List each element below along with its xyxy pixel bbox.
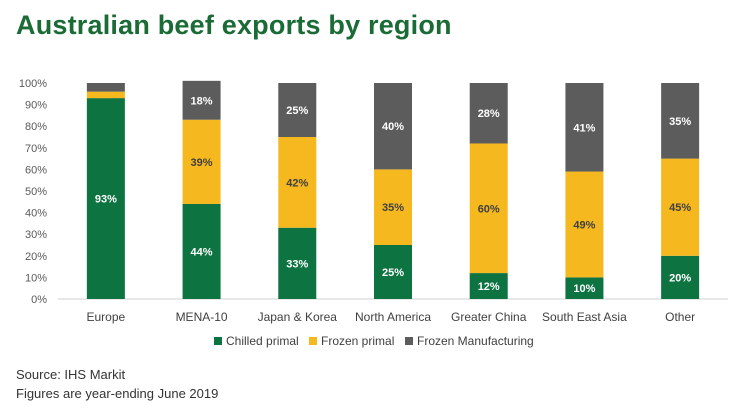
y-tick-label: 40% xyxy=(25,208,47,220)
data-label: 93% xyxy=(95,194,117,206)
data-label: 18% xyxy=(191,95,213,107)
data-label: 12% xyxy=(478,281,500,293)
bar-segment xyxy=(374,83,412,170)
bar-segment xyxy=(86,98,125,300)
bar-segment xyxy=(469,83,508,144)
data-label: 44% xyxy=(191,246,213,258)
bar-segment xyxy=(278,83,317,137)
bar-segment xyxy=(374,169,412,245)
y-tick-label: 10% xyxy=(25,272,47,284)
x-tick-label: MENA-10 xyxy=(176,310,228,324)
legend-label: Frozen Manufacturing xyxy=(417,334,534,348)
data-label: 49% xyxy=(573,219,595,231)
bar-segment xyxy=(182,203,221,299)
y-tick-label: 60% xyxy=(25,164,47,176)
data-label: 28% xyxy=(478,108,500,120)
data-label: 25% xyxy=(382,267,404,279)
x-tick-label: Other xyxy=(665,310,695,324)
y-tick-label: 30% xyxy=(25,229,47,241)
data-label: 10% xyxy=(573,283,595,295)
data-label: 20% xyxy=(669,272,691,284)
x-tick-label: South East Asia xyxy=(542,310,627,324)
data-label: 35% xyxy=(382,202,404,214)
bar-segment xyxy=(661,255,700,299)
y-tick-label: 90% xyxy=(25,100,47,112)
bar-segment xyxy=(565,171,604,278)
chart-title: Australian beef exports by region xyxy=(16,10,452,40)
y-tick-label: 50% xyxy=(25,186,47,198)
bar-segment xyxy=(469,143,508,274)
legend-swatch xyxy=(214,337,222,345)
bar-segment xyxy=(565,277,604,299)
data-label: 39% xyxy=(191,157,213,169)
y-tick-label: 80% xyxy=(25,121,47,133)
data-label: 60% xyxy=(478,203,500,215)
data-label: 42% xyxy=(286,177,308,189)
bar-segment xyxy=(182,80,221,120)
data-label: 35% xyxy=(669,116,691,128)
y-tick-label: 100% xyxy=(19,78,47,90)
period-note: Figures are year-ending June 2019 xyxy=(16,386,219,401)
x-tick-label: Europe xyxy=(87,310,126,324)
legend-swatch xyxy=(405,337,413,345)
data-label: 25% xyxy=(286,105,308,117)
bar-segment xyxy=(661,158,700,256)
bar-segment xyxy=(661,83,700,159)
bar-segment xyxy=(278,137,317,228)
bar-segment xyxy=(469,273,508,299)
source-note: Source: IHS Markit xyxy=(16,367,126,382)
y-tick-label: 0% xyxy=(31,294,47,306)
y-tick-label: 20% xyxy=(25,251,47,263)
x-tick-label: Japan & Korea xyxy=(258,310,338,324)
data-label: 40% xyxy=(382,121,404,133)
legend-label: Frozen primal xyxy=(321,334,394,348)
x-tick-label: Greater China xyxy=(451,310,527,324)
legend-swatch xyxy=(309,337,317,345)
bar-segment xyxy=(182,119,221,204)
bar-segment xyxy=(374,245,412,299)
data-label: 41% xyxy=(573,122,595,134)
legend-label: Chilled primal xyxy=(226,334,299,348)
bar-segment xyxy=(565,83,604,172)
bar-segment xyxy=(86,91,125,99)
data-label: 33% xyxy=(286,258,308,270)
x-tick-label: North America xyxy=(355,310,431,324)
y-tick-label: 70% xyxy=(25,143,47,155)
bar-segment xyxy=(86,83,125,92)
data-label: 45% xyxy=(669,202,691,214)
bar-segment xyxy=(278,227,317,299)
